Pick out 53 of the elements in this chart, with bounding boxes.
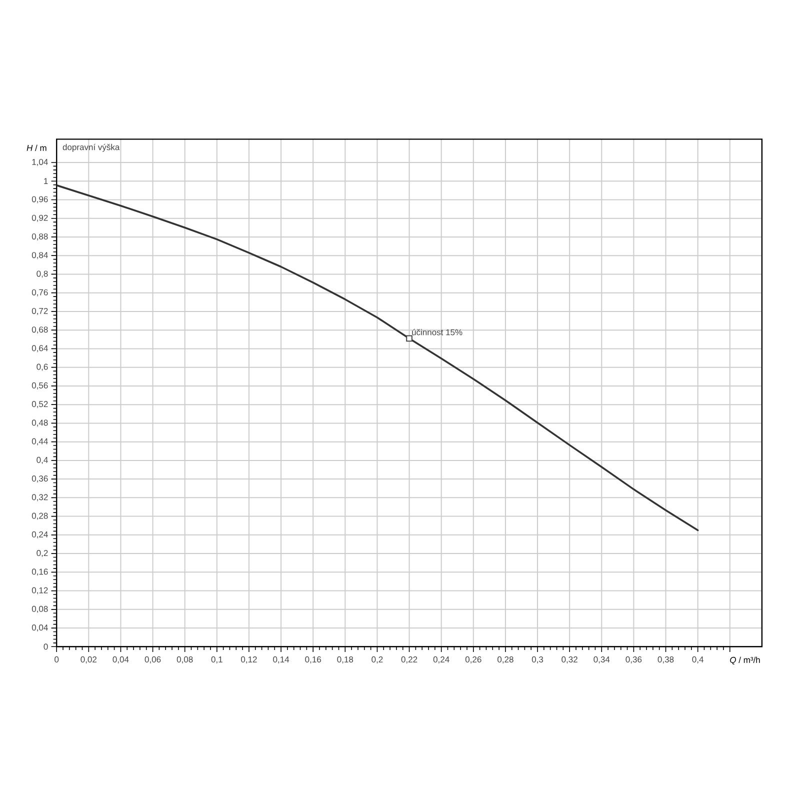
y-axis-title: H / m [26,144,46,151]
x-axis-title: Q / m³/h [730,656,760,664]
x-tick-label: 0,24 [433,656,450,664]
y-tick-label: 0,2 [36,550,48,558]
y-tick-label: 0,84 [32,252,48,260]
x-tick-label: 0,08 [176,656,193,664]
y-tick-label: 0,36 [32,476,48,483]
x-tick-label: 0,02 [80,656,96,664]
y-tick-label: 0,68 [32,326,48,334]
annotation: dopravní výška [62,144,120,152]
line-series [56,184,699,532]
x-tick-label: 0,26 [465,656,482,664]
y-tick-label: 1,04 [32,158,48,166]
x-tick-label: 0,4 [692,656,704,664]
y-tick-label: 1 [44,178,48,184]
x-tick-label: 0,3 [532,656,544,664]
y-tick-label: 0,4 [36,456,48,464]
x-tick-label: 0,38 [658,656,674,664]
y-tick-label: 0,04 [32,624,48,632]
y-tick-label: 0,76 [32,289,48,296]
x-tick-label: 0,14 [273,656,290,664]
y-tick-label: 0,92 [32,214,48,222]
x-tick-label: 0,12 [241,656,257,664]
x-tick-label: 0 [54,656,59,662]
y-tick-label: 0,08 [32,606,48,613]
x-tick-label: 0,36 [626,656,642,664]
y-tick-label: 0,24 [32,531,48,538]
y-tick-label: 0 [44,644,48,650]
x-tick-label: 0,16 [305,656,321,664]
x-tick-label: 0,32 [562,656,578,664]
x-tick-label: 0,18 [337,656,354,664]
y-tick-label: 0,52 [32,401,48,408]
y-tick-label: 0,28 [32,512,48,520]
x-tick-label: 0,04 [112,656,129,664]
y-tick-label: 0,64 [32,345,48,352]
annotation: účinnost 15% [412,328,462,336]
y-tick-label: 0,16 [32,568,48,576]
y-tick-label: 0,96 [32,196,48,204]
x-tick-label: 0,1 [211,656,222,664]
y-tick-label: 0,44 [32,438,48,446]
y-tick-label: 0,12 [32,587,48,594]
x-tick-label: 0,06 [144,656,161,664]
y-tick-label: 0,72 [32,308,48,315]
y-tick-label: 0,88 [32,233,48,240]
y-tick-label: 0,56 [32,382,48,390]
x-tick-label: 0,34 [594,656,610,664]
x-tick-label: 0,2 [372,656,383,664]
y-tick-label: 0,32 [32,494,48,502]
y-tick-label: 0,6 [36,364,48,371]
x-tick-label: 0,28 [498,656,514,664]
y-tick-label: 0,8 [36,270,48,278]
y-tick-label: 0,48 [32,420,48,427]
x-tick-label: 0,22 [401,656,418,664]
